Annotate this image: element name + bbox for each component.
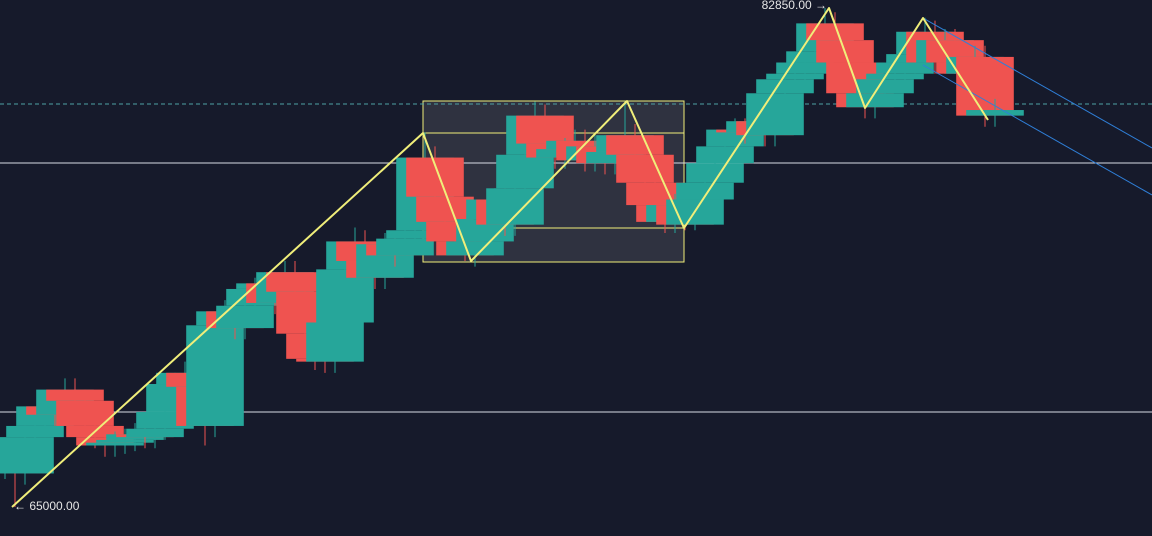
candle-body [86,442,144,446]
candle-body [756,79,814,94]
candle-body [376,238,434,256]
candle-body [486,188,544,225]
candle-body [56,400,114,426]
zigzag-line [11,6,989,508]
candle-body [616,154,674,183]
candle-body [306,322,364,362]
candle-body [696,146,754,164]
price-label: ← 65000.00 [14,499,80,513]
candle-body [46,389,104,401]
candle-body [186,325,244,426]
candle-body [416,196,474,222]
candle-body [316,269,374,323]
candle-body [386,230,444,239]
candle-body [456,219,514,242]
candle-body [966,110,1024,116]
candle-body [6,425,64,438]
candle-body [776,62,834,74]
candle-body [746,93,804,136]
candle-body [126,428,184,438]
channel-line [922,64,1152,196]
candle-body [856,79,914,94]
candle-body [876,62,934,74]
candle-body [766,73,824,80]
candle-body [686,163,744,183]
candle-body [846,93,904,108]
candle-body [96,439,154,443]
candle-body [606,135,664,155]
candle-body [866,73,924,80]
price-label: 82850.00 → [762,0,827,12]
candle-body [956,56,1014,116]
candle-body [216,305,274,329]
candle-body [0,437,54,474]
candle-body [446,241,504,256]
channel-line [922,17,1152,149]
candle-body [676,182,734,200]
candle-body [516,115,574,144]
candle-body [786,51,844,63]
candle-body [496,154,554,189]
candle-body [806,23,864,41]
candle-body [266,272,324,292]
candle-body [586,151,644,164]
